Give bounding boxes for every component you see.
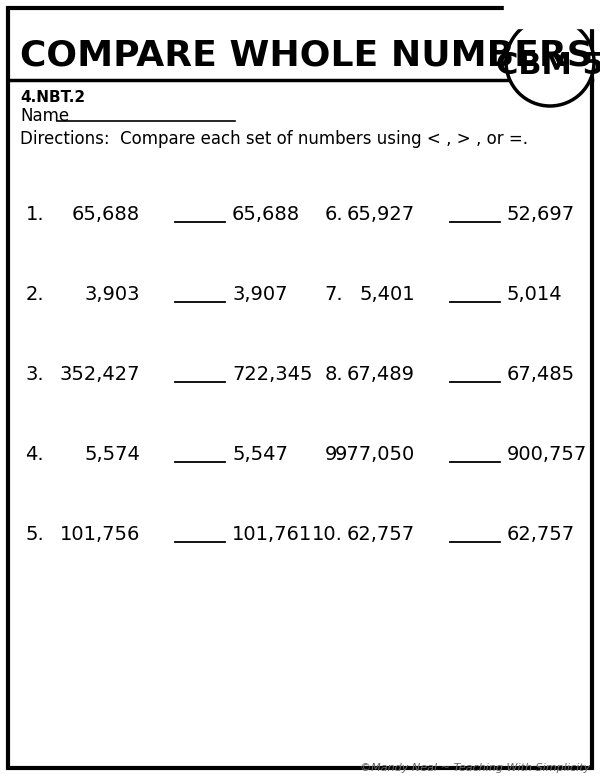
Text: 977,050: 977,050 [335,445,415,465]
Text: 101,761: 101,761 [232,525,312,545]
Text: 65,927: 65,927 [347,206,415,224]
Text: CBM 5: CBM 5 [496,51,600,81]
Text: Name: Name [20,107,69,125]
Text: 7.: 7. [325,286,343,304]
Bar [504,0,596,28]
Text: 62,757: 62,757 [347,525,415,545]
Text: 352,427: 352,427 [59,365,140,384]
Text: 3,903: 3,903 [85,286,140,304]
Text: 62,757: 62,757 [507,525,575,545]
Text: 9.: 9. [325,445,343,465]
Text: 65,688: 65,688 [232,206,300,224]
Text: 67,489: 67,489 [347,365,415,384]
Text: 5,014: 5,014 [507,286,563,304]
Text: 1.: 1. [25,206,44,224]
Text: 6.: 6. [325,206,343,224]
Text: 4.: 4. [25,445,44,465]
Text: 10.: 10. [312,525,343,545]
Text: 5,574: 5,574 [84,445,140,465]
Text: 4.NBT.2: 4.NBT.2 [20,89,85,105]
Text: ©Mandy Neal ~ Teaching With Simplicity: ©Mandy Neal ~ Teaching With Simplicity [360,763,590,773]
Text: 5,401: 5,401 [359,286,415,304]
Text: 3.: 3. [25,365,44,384]
Text: 67,485: 67,485 [507,365,575,384]
Text: 5,547: 5,547 [232,445,288,465]
Text: COMPARE WHOLE NUMBERS: COMPARE WHOLE NUMBERS [20,38,593,72]
Text: 52,697: 52,697 [507,206,575,224]
Text: 3,907: 3,907 [232,286,287,304]
Text: 5.: 5. [25,525,44,545]
Text: 2.: 2. [25,286,44,304]
Text: 101,756: 101,756 [59,525,140,545]
Text: 900,757: 900,757 [507,445,587,465]
Text: Directions:  Compare each set of numbers using < , > , or =.: Directions: Compare each set of numbers … [20,130,528,148]
Text: 722,345: 722,345 [232,365,313,384]
Text: 65,688: 65,688 [72,206,140,224]
Text: 8.: 8. [325,365,343,384]
Circle shape [506,18,594,106]
